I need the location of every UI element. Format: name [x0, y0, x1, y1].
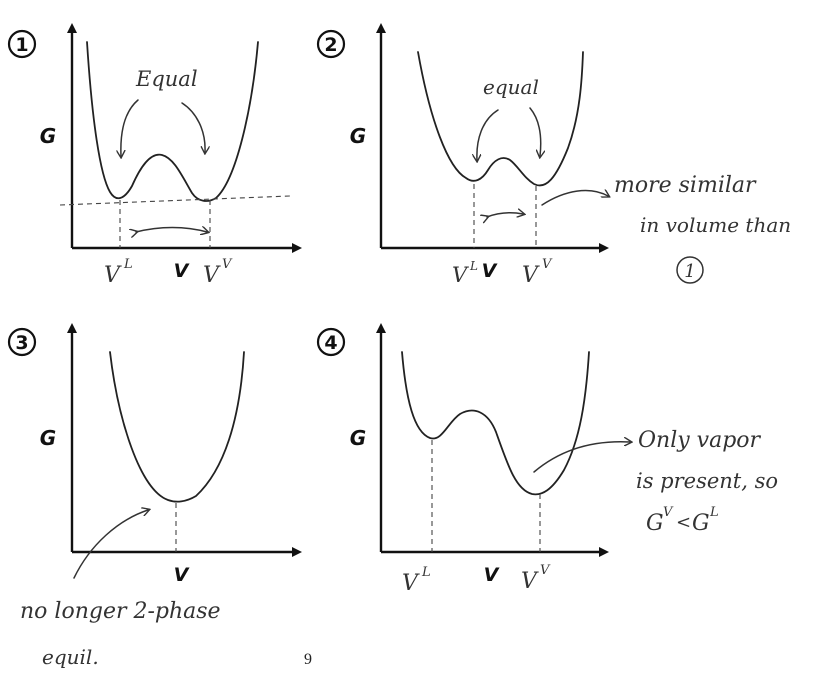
note-gv-sup: V [663, 505, 674, 520]
note-gl-sup: L [709, 505, 719, 520]
tick-liquid: V L [402, 565, 431, 596]
volume-gap-arrow [136, 228, 207, 233]
common-tangent-line [59, 195, 291, 206]
gibbs-curve [86, 41, 259, 202]
side-note-line-2: in volume than [640, 213, 791, 237]
tick-liquid-sup: L [123, 257, 133, 272]
tick-liquid-main: V [452, 263, 469, 287]
tick-liquid-main: V [402, 571, 420, 596]
y-axis-label: G [40, 124, 56, 148]
tick-vapor: V V [521, 563, 551, 594]
note-line-1: no longer 2-phase [20, 599, 221, 624]
note-line-3: G V < G L [646, 505, 719, 536]
tick-liquid-sup: L [421, 565, 431, 580]
note-gv: G [646, 511, 664, 536]
tick-liquid: V L [452, 259, 478, 287]
panel-2: 2 G equal more similar in volume than 1 … [316, 23, 791, 288]
panel-number: 1 [15, 34, 28, 56]
side-note-ref-circle [676, 256, 704, 284]
panel-number: 4 [324, 332, 337, 354]
tick-liquid: V L [104, 257, 133, 288]
x-axis-label: V [174, 564, 190, 586]
gibbs-curve [417, 51, 584, 187]
tick-vapor: V V [522, 257, 553, 288]
tick-vapor-main: V [521, 569, 539, 594]
equal-note: equal [483, 75, 539, 99]
panel-3: 3 G V no longer 2-phase equil. [7, 323, 302, 669]
side-note-arrow [541, 190, 608, 206]
panel-number-circle [7, 29, 37, 59]
equal-arrow-right [529, 107, 541, 156]
x-axis-label: V [174, 260, 190, 282]
note-gl: G [692, 511, 710, 536]
y-axis-label: G [350, 426, 366, 450]
x-axis-label: V [482, 260, 498, 282]
page-number: 9 [304, 651, 312, 668]
gibbs-curve [109, 351, 245, 503]
tick-liquid-main: V [104, 263, 122, 288]
side-note-ref: 1 [684, 261, 695, 282]
y-axis-label: G [40, 426, 56, 450]
panel-1: 1 G Equal V L V V V [7, 23, 302, 288]
side-note-line-1: more similar [614, 173, 757, 198]
note-line-2: is present, so [636, 469, 778, 493]
panel-number: 3 [15, 332, 28, 354]
note-less-than: < [676, 512, 691, 533]
panel-number-circle [7, 327, 37, 357]
tick-vapor-sup: V [542, 257, 553, 272]
equal-arrow-left [121, 99, 139, 156]
note-arrow [73, 510, 148, 579]
panel-number: 2 [324, 34, 337, 56]
tick-vapor-sup: V [540, 563, 551, 578]
tick-vapor-sup: V [222, 257, 233, 272]
panel-4: 4 G Only vapor is present, so G V < G L … [316, 323, 778, 596]
note-line-2: equil. [42, 645, 99, 669]
y-axis-label: G [350, 124, 366, 148]
note-line-1: Only vapor [638, 428, 762, 453]
panel-number-circle [316, 327, 346, 357]
note-arrow [533, 442, 630, 473]
tick-vapor: V V [203, 257, 233, 288]
panel-number-circle [316, 29, 346, 59]
gibbs-curve [401, 351, 590, 496]
tick-liquid-sup: L [469, 259, 478, 273]
equal-arrow-left [477, 109, 499, 160]
x-axis-label: V [484, 564, 500, 586]
tick-vapor-main: V [203, 263, 221, 288]
equal-arrow-right [181, 102, 205, 152]
equal-note: Equal [135, 67, 198, 91]
tick-vapor-main: V [522, 263, 540, 288]
volume-gap-arrow [487, 213, 523, 217]
